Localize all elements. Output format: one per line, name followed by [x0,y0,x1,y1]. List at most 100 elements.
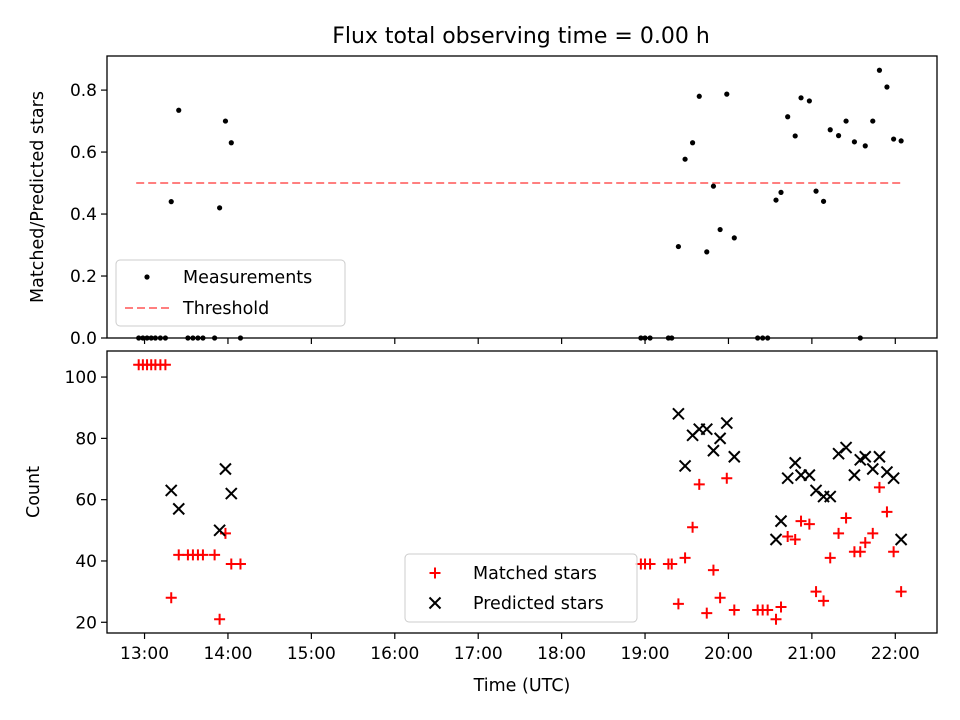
measurement-point [891,136,897,142]
measurement-point [898,138,904,144]
bottom-ytick-label: 100 [65,368,97,388]
bottom-xtick-label: 20:00 [704,644,753,664]
top-axes-frame [106,55,938,339]
bottom-legend: Matched stars Predicted stars [404,553,638,623]
top-legend: Measurements Threshold [115,259,346,327]
measurement-point [806,98,812,104]
matched-star-point [762,604,774,616]
measurement-point [717,226,723,233]
matched-star-point [687,521,699,533]
measurement-point [778,189,784,195]
predicted-star-point [848,468,861,482]
predicted-star-point [769,533,783,546]
predicted-star-point [781,471,794,485]
matched-star-point [728,604,740,616]
matched-star-point [209,549,221,561]
matched-star-point [840,512,852,524]
measurement-point [228,140,234,146]
matched-star-point [666,558,678,570]
predicted-star-point [720,416,733,430]
predicted-star-point [866,462,879,476]
matched-star-point [810,586,822,598]
measurement-point [785,114,791,120]
legend-threshold-label: Threshold [182,299,269,319]
top-ytick-label: 0.2 [70,267,97,287]
predicted-star-point [213,524,226,537]
legend-measurements-label: Measurements [183,268,312,288]
measurement-point [176,107,182,113]
matched-star-point [701,607,713,619]
matched-star-point [214,613,226,625]
measurement-point [731,235,737,241]
legend-matched-marker [429,567,441,579]
bottom-xtick-label: 17:00 [454,644,503,664]
top-ytick-label: 0.4 [70,205,97,225]
matched-star-point [714,592,726,604]
bottom-xtick-label: 15:00 [287,644,336,664]
matched-star-point [881,506,893,518]
measurement-point [870,118,876,124]
bottom-ytick-label: 80 [75,429,97,449]
bottom-xtick-label: 21:00 [787,644,836,664]
top-ytick-label: 0.6 [70,143,97,163]
bottom-xtick-label: 18:00 [537,644,586,664]
measurement-point [843,118,849,124]
bottom-ytick-label: 60 [75,491,97,511]
measurement-point [792,133,798,139]
matched-star-point [859,537,871,549]
measurement-point [773,197,779,203]
predicted-star-point [700,422,713,436]
bottom-xtick-label: 14:00 [203,644,252,664]
matched-star-point [873,481,885,493]
measurement-point [835,133,842,139]
predicted-star-point [803,468,816,482]
top-y-axis-label: Matched/Predicted stars [28,91,48,303]
legend-predicted-label: Predicted stars [473,594,604,614]
predicted-star-point [728,450,741,463]
measurement-point [689,140,696,146]
bottom-axes: 20 40 60 80 100 13:00 14:00 15:00 16:00 17:00 18:0… [24,350,938,696]
bottom-xtick-label: 22:00 [871,644,920,664]
bottom-xtick-label: 16:00 [370,644,419,664]
matched-star-point [173,549,185,561]
predicted-star-point [788,456,802,470]
predicted-star-point [165,484,178,497]
predicted-star-point [839,441,853,454]
matched-star-point [679,552,691,564]
matched-star-point [693,478,705,490]
predicted-star-point [219,462,232,476]
legend-predicted-marker [428,596,442,610]
bottom-ytick-label: 20 [75,613,97,633]
measurement-point [217,205,223,211]
matched-star-point [895,586,907,598]
matched-star-point [197,549,209,561]
measurement-point [675,243,682,250]
measurement-point [827,127,833,133]
bottom-xtick-label: 13:00 [120,644,169,664]
predicted-star-point [887,471,900,485]
top-axes: 0.00.20.40.60.8 Matched/Predicted stars … [28,55,938,349]
measurement-point [876,67,883,73]
bottom-ytick-label: 40 [75,552,97,572]
matched-star-point [644,558,656,570]
predicted-star-point [774,514,788,528]
matched-star-point [721,472,733,484]
predicted-star-point [678,459,692,473]
top-ytick-label: 0.8 [70,81,97,101]
matched-star-point [707,564,719,576]
matched-star-point [888,546,900,558]
matched-star-point [770,613,782,625]
x-axis-label: Time (UTC) [473,676,571,696]
top-ytick-label: 0.0 [70,329,97,349]
bottom-axes-marks: 20 40 60 80 100 13:00 14:00 15:00 16:00 17:00 18:0… [65,350,938,664]
matched-star-point [234,558,246,570]
measurement-point [168,199,174,205]
matched-star-point [775,601,787,613]
measurement-point [704,249,710,255]
matched-star-point [854,546,866,558]
matched-star-point [867,527,879,539]
measurement-point [222,118,229,124]
measurement-point [851,139,858,145]
top-legend-frame [115,259,346,327]
